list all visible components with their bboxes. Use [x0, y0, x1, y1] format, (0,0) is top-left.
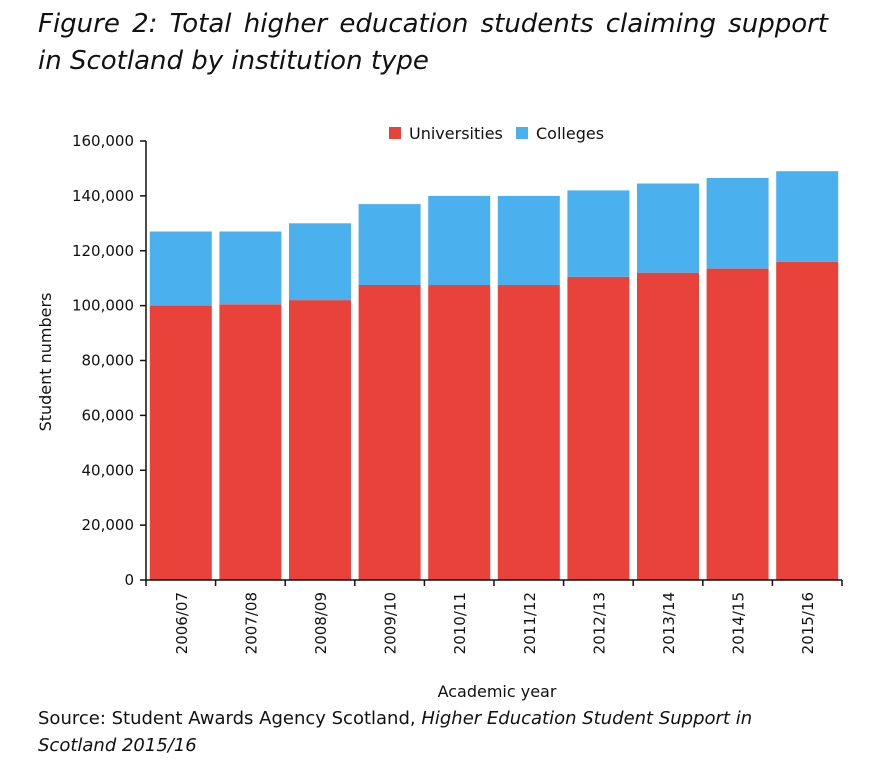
x-axis: 2006/07 2007/08 2008/09 2009/10 2010/11 2011/…	[145, 579, 843, 654]
bar-colleges-2014-15	[706, 178, 769, 269]
source-publication-title: Higher Education Student Support in Scot…	[38, 708, 753, 756]
x-tick-label: 2006/07	[173, 592, 191, 654]
bar-universities-2013-14	[637, 272, 699, 580]
bar-colleges-2012-13	[567, 190, 630, 277]
x-tick-label: 2010/11	[451, 592, 469, 654]
legend-label-colleges: Colleges	[536, 124, 604, 143]
y-tick-label: 100,000	[72, 297, 134, 315]
legend-label-universities: Universities	[409, 124, 503, 143]
bar-colleges-2008-09	[289, 223, 351, 301]
bar-colleges-2011-12	[497, 195, 560, 286]
bar-colleges-2015-16	[776, 171, 839, 262]
y-tick-label: 160,000	[72, 132, 134, 150]
bar-universities-2009-10	[358, 285, 421, 580]
y-tick-label: 80,000	[82, 352, 135, 370]
source-prefix: Source: Student Awards Agency Scotland,	[38, 708, 416, 729]
bar-universities-2014-15	[706, 268, 769, 580]
bar-universities-2010-11	[428, 285, 491, 580]
bar-colleges-2013-14	[637, 183, 699, 273]
figure-title: Figure 2: Total higher education student…	[38, 9, 828, 76]
bar-colleges-2007-08	[219, 231, 282, 305]
x-tick-label: 2014/15	[730, 592, 748, 654]
y-tick-label: 120,000	[72, 242, 134, 260]
legend: Universities Colleges	[389, 124, 604, 143]
bar-colleges-2010-11	[428, 195, 491, 286]
legend-swatch-universities	[389, 127, 401, 139]
x-tick-label: 2011/12	[521, 592, 539, 654]
bar-universities-2007-08	[219, 304, 282, 580]
y-tick-label: 0	[124, 571, 134, 589]
legend-swatch-colleges	[516, 127, 528, 139]
y-axis: 0 20,000 40,000 60,000 80,000 100,000 120,000 1…	[72, 132, 147, 589]
bar-group	[149, 171, 839, 580]
x-tick-label: 2013/14	[660, 592, 678, 654]
x-tick-label: 2015/16	[799, 592, 817, 654]
bar-universities-2006-07	[149, 305, 212, 580]
x-axis-title: Academic year	[438, 682, 557, 701]
bar-universities-2012-13	[567, 276, 630, 580]
x-tick-label: 2012/13	[590, 592, 608, 654]
y-axis-title: Student numbers	[36, 293, 55, 432]
bar-universities-2008-09	[289, 300, 351, 580]
x-tick-label: 2008/09	[312, 592, 330, 654]
y-tick-label: 40,000	[82, 461, 135, 479]
x-tick-label: 2007/08	[242, 592, 260, 654]
y-tick-label: 140,000	[72, 187, 134, 205]
x-tick-label: 2009/10	[382, 592, 400, 654]
bar-universities-2011-12	[497, 285, 560, 580]
bar-colleges-2006-07	[149, 231, 212, 306]
y-tick-label: 60,000	[82, 406, 135, 424]
bar-colleges-2009-10	[358, 204, 421, 285]
bar-universities-2015-16	[776, 261, 839, 580]
source-note: Source: Student Awards Agency Scotland, …	[38, 705, 828, 759]
y-tick-label: 20,000	[82, 516, 135, 534]
